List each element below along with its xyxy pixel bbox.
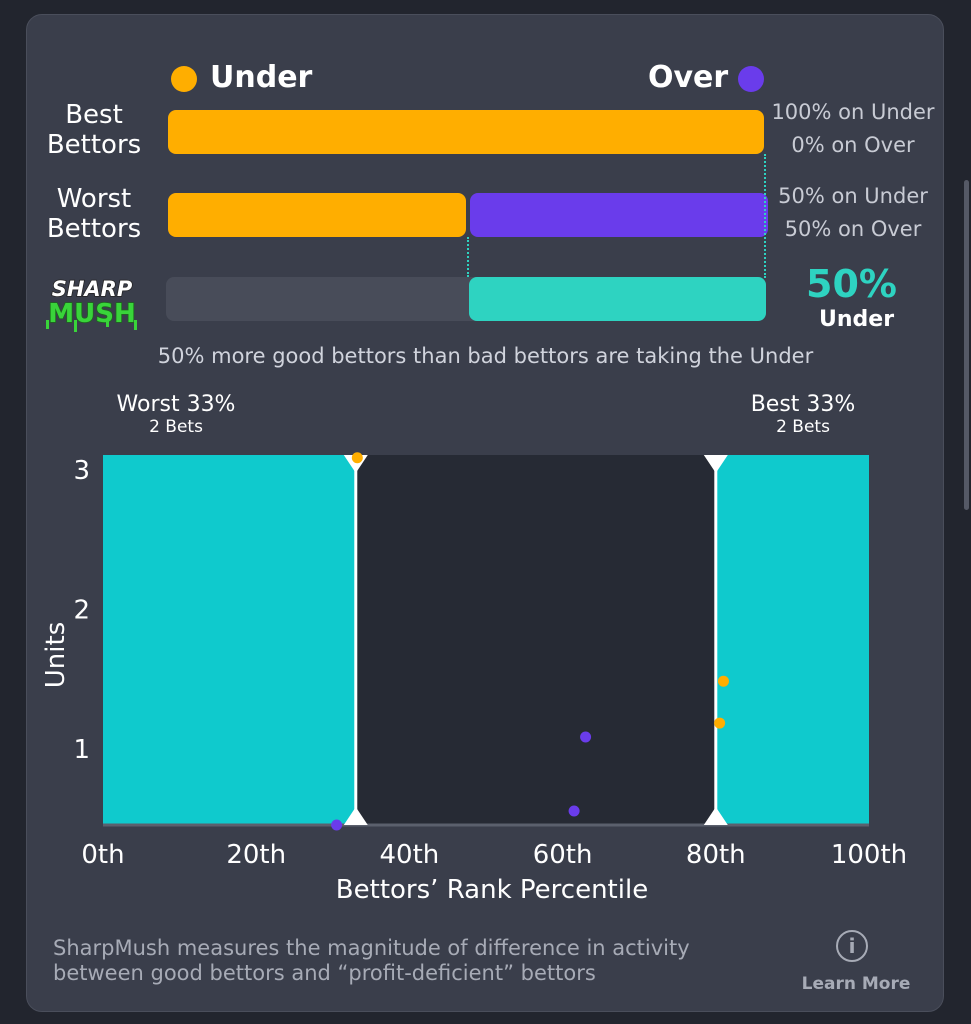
worst-range-label: Worst 33% bbox=[116, 392, 236, 417]
best-range-sublabel: 2 Bets bbox=[776, 417, 830, 437]
best-top-marker bbox=[703, 455, 728, 473]
worst-label-line2: Bettors bbox=[46, 214, 142, 244]
worst-over-text: 50% on Over bbox=[784, 217, 922, 241]
over-point bbox=[331, 819, 343, 831]
y-axis-label: Units bbox=[41, 622, 71, 688]
over-point bbox=[568, 805, 580, 817]
best-range-header: Best 33% 2 Bets bbox=[723, 392, 883, 437]
worst-under-text: 50% on Under bbox=[778, 184, 928, 208]
footer-line1: SharpMush measures the magnitude of diff… bbox=[53, 936, 690, 960]
worst-bettors-bar bbox=[168, 193, 768, 237]
footer-line2: between good bettors and “profit-deficie… bbox=[53, 961, 596, 985]
worst-range-header: Worst 33% 2 Bets bbox=[96, 392, 256, 437]
learn-more-label: Learn More bbox=[801, 974, 911, 994]
best-label-line1: Best bbox=[65, 100, 123, 130]
over-legend-dot bbox=[738, 66, 764, 92]
worst-bettors-label: Worst Bettors bbox=[44, 184, 144, 244]
worst-over-segment bbox=[470, 193, 768, 237]
x-tick-label: 0th bbox=[81, 840, 124, 870]
x-tick-label: 20th bbox=[226, 840, 286, 870]
best-bottom-marker bbox=[703, 807, 728, 825]
sharpmush-percent: 50% bbox=[806, 262, 897, 306]
y-tick-label: 2 bbox=[73, 596, 90, 626]
worst-bottom-marker bbox=[343, 807, 368, 825]
x-tick-label: 80th bbox=[686, 840, 746, 870]
under-legend-label: Under bbox=[210, 60, 313, 95]
worst-range-sublabel: 2 Bets bbox=[149, 417, 203, 437]
best-bettors-split: 100% on Under 0% on Over bbox=[770, 96, 936, 162]
learn-more-button[interactable]: i Learn More bbox=[796, 928, 916, 998]
under-legend-dot bbox=[171, 66, 197, 92]
worst-under-segment bbox=[168, 193, 466, 237]
sharpmush-logo: SHARP MUSH bbox=[46, 276, 137, 332]
info-icon: i bbox=[836, 930, 868, 962]
sharpmush-logo-top: SHARP bbox=[52, 277, 133, 301]
under-point bbox=[714, 717, 726, 729]
over-legend-label: Over bbox=[648, 60, 729, 95]
x-axis-label: Bettors’ Rank Percentile bbox=[336, 875, 648, 905]
sharpmush-side: Under bbox=[819, 307, 895, 332]
under-point bbox=[351, 452, 363, 464]
best-bettors-label: Best Bettors bbox=[44, 100, 144, 160]
sharpmush-logo-bottom: MUSH bbox=[48, 299, 135, 329]
rank-percentile-chart: 1 2 3 0th 20th 40th 60th 80th 100th Bettors’ Rank… bbox=[41, 452, 907, 905]
worst-label-line1: Worst bbox=[56, 184, 132, 214]
best-under-text: 100% on Under bbox=[771, 100, 935, 124]
x-tick-label: 60th bbox=[533, 840, 593, 870]
under-point bbox=[717, 675, 729, 687]
best-label-line2: Bettors bbox=[46, 130, 142, 160]
best-range-label: Best 33% bbox=[750, 392, 856, 417]
scrollbar[interactable] bbox=[964, 180, 969, 510]
x-tick-label: 40th bbox=[380, 840, 440, 870]
sharpmush-bar bbox=[166, 277, 766, 321]
y-tick-label: 3 bbox=[73, 456, 90, 486]
best-range-rect bbox=[715, 455, 869, 825]
sharpmush-fill bbox=[469, 277, 766, 321]
over-point bbox=[580, 731, 592, 743]
best-bettors-bar bbox=[168, 110, 764, 154]
x-tick-label: 100th bbox=[831, 840, 907, 870]
worst-guide-line bbox=[467, 237, 469, 277]
best-under-segment bbox=[168, 110, 764, 154]
worst-bettors-split: 50% on Under 50% on Over bbox=[770, 180, 936, 246]
summary-text: 50% more good bettors than bad bettors a… bbox=[157, 344, 814, 368]
footer-description: SharpMush measures the magnitude of diff… bbox=[53, 936, 793, 986]
worst-range-rect bbox=[103, 455, 356, 825]
best-over-text: 0% on Over bbox=[791, 133, 915, 157]
y-tick-label: 1 bbox=[73, 735, 90, 765]
best-guide-line bbox=[764, 154, 766, 278]
